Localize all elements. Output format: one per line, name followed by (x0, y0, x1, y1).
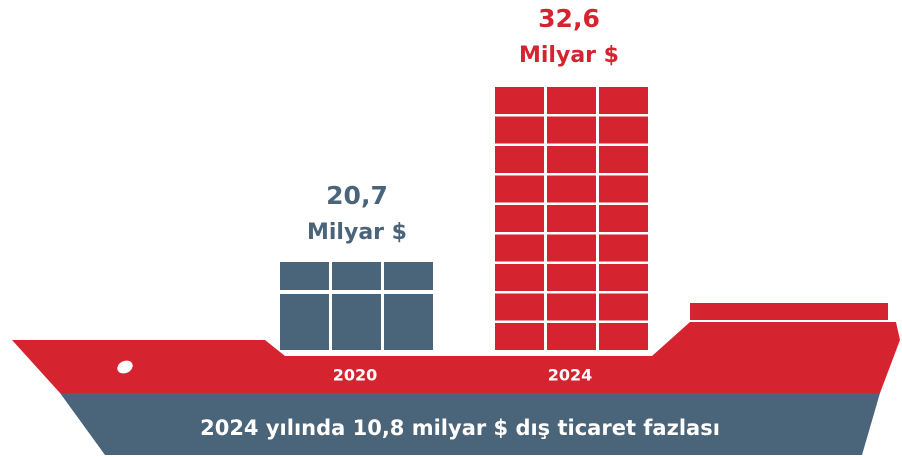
container (495, 293, 544, 321)
amount-2020: 20,7 (326, 181, 388, 210)
container (332, 294, 381, 350)
ship-deck (690, 303, 888, 320)
container (495, 116, 544, 144)
containers-2024 (495, 87, 648, 350)
container (495, 146, 544, 173)
amount-2024: 32,6 (538, 4, 600, 33)
container (495, 323, 544, 350)
container (495, 234, 544, 262)
container (280, 294, 329, 350)
container (547, 87, 596, 114)
container (384, 294, 433, 350)
container (547, 175, 596, 203)
unit-2024: Milyar $ (519, 43, 619, 68)
container (547, 293, 596, 321)
container (599, 234, 648, 262)
container (495, 87, 544, 114)
container (599, 264, 648, 291)
container (384, 262, 433, 290)
container (599, 205, 648, 232)
container (495, 175, 544, 203)
caption: 2024 yılında 10,8 milyar $ dış ticaret f… (200, 416, 720, 440)
container (599, 146, 648, 173)
container (547, 205, 596, 232)
unit-2020: Milyar $ (307, 220, 407, 245)
container (599, 175, 648, 203)
ship-keel (60, 393, 880, 455)
container (547, 323, 596, 350)
year-2020: 2020 (333, 366, 378, 385)
container (547, 146, 596, 173)
container (599, 323, 648, 350)
container (495, 205, 544, 232)
container (599, 87, 648, 114)
container (495, 264, 544, 291)
year-2024: 2024 (548, 366, 593, 385)
container (332, 262, 381, 290)
container (599, 293, 648, 321)
porthole (117, 360, 133, 374)
container (547, 116, 596, 144)
ship-hull (12, 322, 900, 393)
container (599, 116, 648, 144)
container (547, 264, 596, 291)
container (547, 234, 596, 262)
containers-2020 (280, 262, 433, 350)
container (280, 262, 329, 290)
